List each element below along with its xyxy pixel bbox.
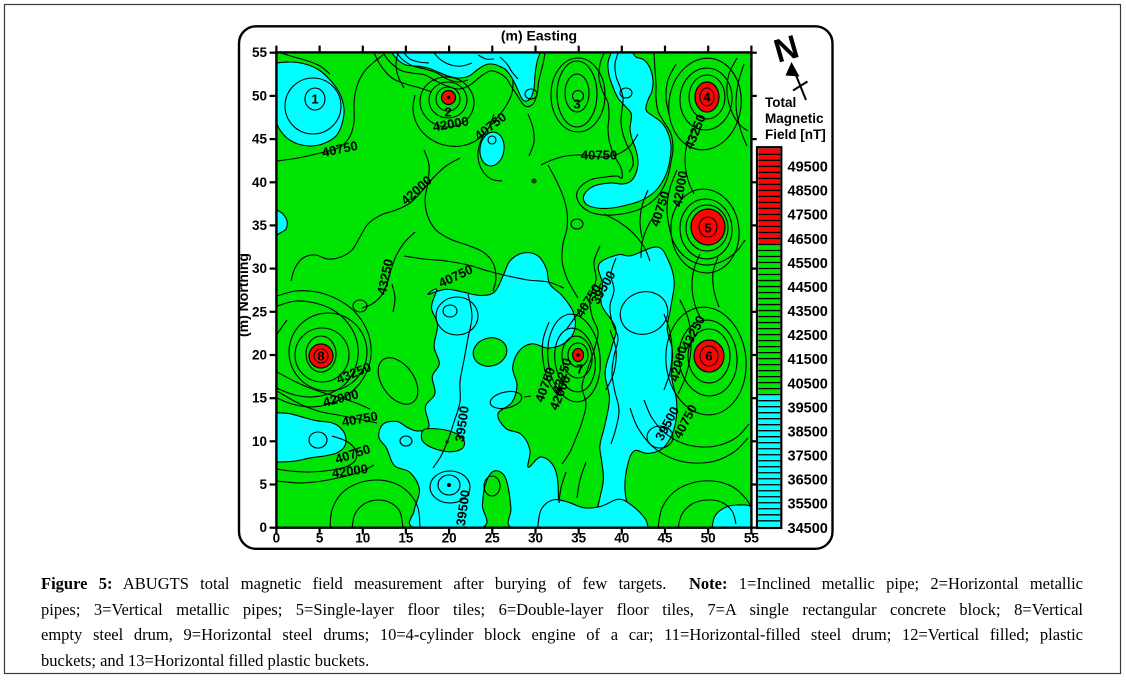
svg-text:(m) Easting: (m) Easting [501, 28, 577, 44]
svg-text:(m) Northing: (m) Northing [235, 253, 251, 337]
svg-text:42000: 42000 [331, 461, 369, 481]
svg-text:40750: 40750 [581, 147, 617, 162]
svg-text:Total: Total [765, 95, 796, 110]
svg-text:50: 50 [701, 531, 716, 546]
svg-text:50: 50 [252, 88, 267, 103]
svg-text:10: 10 [355, 531, 370, 546]
svg-text:55: 55 [252, 45, 268, 60]
svg-text:5: 5 [259, 477, 267, 492]
svg-text:36500: 36500 [788, 473, 828, 489]
svg-text:2: 2 [444, 105, 451, 120]
svg-text:47500: 47500 [788, 208, 828, 224]
svg-text:40: 40 [252, 175, 267, 190]
svg-text:Magnetic: Magnetic [765, 111, 824, 126]
svg-text:7: 7 [576, 362, 583, 377]
svg-text:42500: 42500 [788, 328, 828, 344]
svg-text:20: 20 [252, 348, 267, 363]
svg-text:42000: 42000 [669, 170, 690, 208]
svg-text:37500: 37500 [788, 449, 828, 465]
svg-text:35: 35 [571, 531, 587, 546]
svg-text:55: 55 [744, 531, 760, 546]
svg-text:43250: 43250 [374, 258, 396, 296]
svg-text:0: 0 [273, 531, 281, 546]
svg-text:25: 25 [485, 531, 501, 546]
svg-text:43500: 43500 [788, 304, 828, 320]
svg-text:45: 45 [657, 531, 673, 546]
svg-text:35: 35 [252, 218, 268, 233]
svg-text:5: 5 [316, 531, 324, 546]
svg-text:45500: 45500 [788, 256, 828, 272]
svg-text:40750: 40750 [341, 408, 379, 429]
svg-text:5: 5 [704, 221, 711, 236]
svg-text:15: 15 [398, 531, 414, 546]
svg-text:41500: 41500 [788, 352, 828, 368]
svg-text:46500: 46500 [788, 232, 828, 248]
svg-text:15: 15 [252, 391, 268, 406]
svg-text:25: 25 [252, 304, 268, 319]
svg-text:35500: 35500 [788, 497, 828, 513]
svg-text:20: 20 [442, 531, 457, 546]
svg-text:1: 1 [311, 92, 318, 107]
svg-text:40750: 40750 [321, 138, 359, 160]
svg-text:3: 3 [573, 97, 580, 112]
svg-text:6: 6 [705, 349, 712, 364]
svg-text:49500: 49500 [788, 160, 828, 176]
svg-text:Field [nT]: Field [nT] [765, 127, 826, 142]
svg-text:42000: 42000 [432, 113, 470, 134]
svg-text:10: 10 [252, 434, 267, 449]
svg-text:34500: 34500 [788, 521, 828, 537]
svg-text:48500: 48500 [788, 184, 828, 200]
svg-text:40: 40 [614, 531, 629, 546]
svg-text:44500: 44500 [788, 280, 828, 296]
svg-text:39500: 39500 [452, 405, 472, 443]
svg-text:0: 0 [259, 520, 267, 535]
svg-text:45: 45 [252, 132, 268, 147]
svg-text:39500: 39500 [788, 400, 828, 416]
svg-text:4: 4 [703, 90, 711, 105]
svg-text:39500: 39500 [453, 489, 473, 527]
svg-text:30: 30 [252, 261, 267, 276]
svg-text:38500: 38500 [788, 424, 828, 440]
svg-text:30: 30 [528, 531, 543, 546]
svg-text:8: 8 [317, 349, 324, 364]
svg-text:40500: 40500 [788, 376, 828, 392]
